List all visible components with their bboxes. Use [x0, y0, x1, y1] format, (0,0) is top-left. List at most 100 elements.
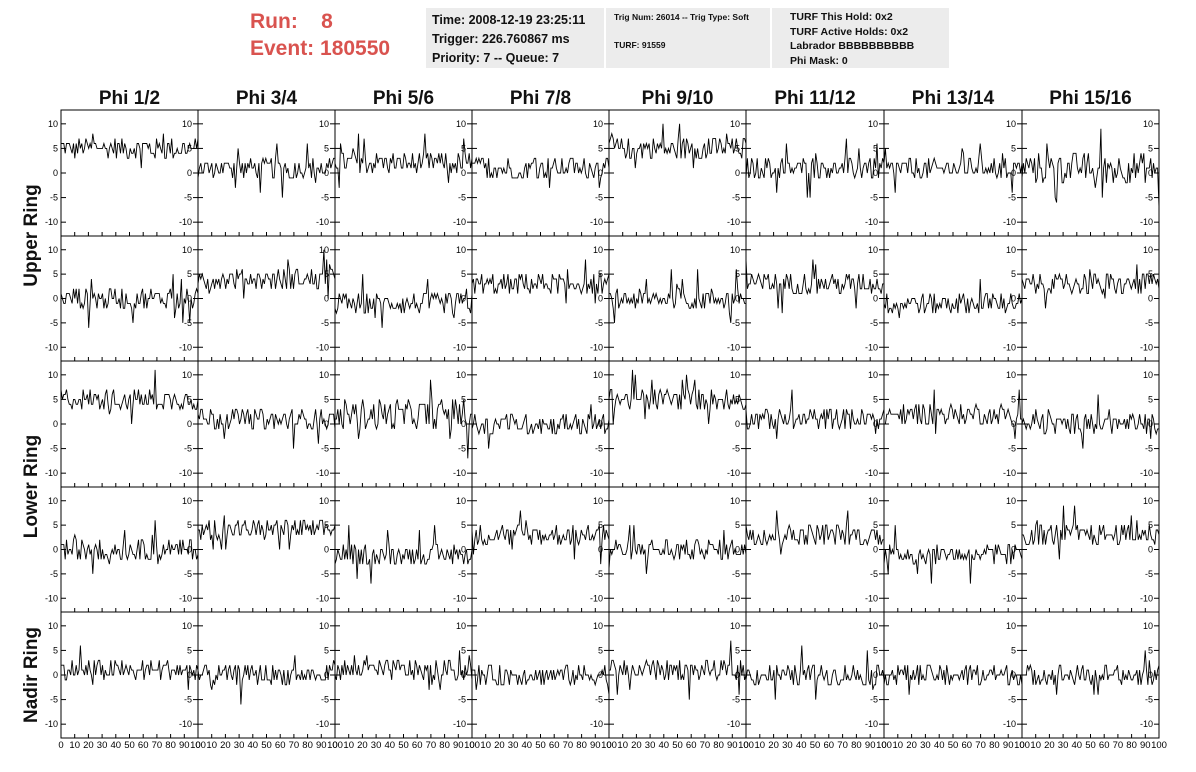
y-tick-label: -10: [865, 593, 878, 603]
y-tick-label: -5: [458, 569, 466, 579]
y-tick-label: -5: [595, 193, 603, 203]
y-tick-label: -10: [865, 217, 878, 227]
y-tick-label: 10: [730, 621, 740, 631]
waveform-trace: [334, 133, 473, 188]
y-tick-label: -5: [732, 193, 740, 203]
y-tick-label: 0: [873, 670, 878, 680]
y-tick-label: 10: [319, 621, 329, 631]
y-tick-label: 0: [598, 168, 603, 178]
waveform-trace: [883, 525, 1023, 584]
y-tick-label: -10: [316, 719, 329, 729]
y-tick-label: 10: [456, 370, 466, 380]
y-tick-label: 10: [1006, 245, 1016, 255]
y-tick-label: 10: [868, 496, 878, 506]
y-tick-label: 5: [187, 394, 192, 404]
y-tick-label: 0: [873, 294, 878, 304]
panel-frame: [608, 360, 747, 488]
x-tick-label: 90: [865, 740, 876, 751]
y-tick-label: -5: [50, 318, 58, 328]
y-tick-label: -5: [458, 318, 466, 328]
run-event-header: Run: 8 Event: 180550: [250, 8, 418, 62]
y-tick-label: -5: [732, 695, 740, 705]
y-tick-label: 5: [461, 269, 466, 279]
y-tick-label: 0: [735, 168, 740, 178]
waveform-trace: [334, 650, 473, 690]
x-tick-label: 50: [672, 740, 683, 751]
x-tick-label: 100: [464, 740, 480, 751]
y-tick-label: 5: [53, 394, 58, 404]
y-tick-label: 10: [456, 496, 466, 506]
y-tick-label: 5: [187, 269, 192, 279]
y-tick-label: -5: [50, 569, 58, 579]
y-tick-label: 0: [735, 670, 740, 680]
x-tick-label: 70: [700, 740, 711, 751]
waveform-trace: [1022, 650, 1160, 695]
waveform-trace: [334, 525, 473, 584]
y-tick-label: 5: [1011, 520, 1016, 530]
y-tick-label: 0: [187, 545, 192, 555]
y-tick-label: -10: [179, 342, 192, 352]
x-tick-label: 40: [1072, 740, 1083, 751]
y-tick-label: 0: [187, 168, 192, 178]
turf-hold-text: TURF This Hold: 0x2: [790, 11, 893, 23]
x-tick-label: 80: [713, 740, 724, 751]
y-tick-label: 10: [182, 245, 192, 255]
y-tick-label: 10: [48, 496, 58, 506]
y-tick-label: -5: [321, 569, 329, 579]
y-tick-label: -10: [865, 342, 878, 352]
x-tick-label: 60: [138, 740, 149, 751]
panel-frame: [1021, 486, 1160, 613]
y-tick-label: 10: [319, 245, 329, 255]
y-tick-label: 10: [182, 621, 192, 631]
y-tick-label: 5: [873, 269, 878, 279]
x-tick-label: 20: [357, 740, 368, 751]
x-tick-label: 80: [989, 740, 1000, 751]
waveform-trace: [472, 664, 610, 695]
y-tick-label: 10: [1006, 621, 1016, 631]
y-tick-label: 0: [53, 670, 58, 680]
x-tick-label: 50: [810, 740, 821, 751]
y-tick-label: 10: [593, 621, 603, 631]
x-tick-label: 60: [686, 740, 697, 751]
y-tick-label: -10: [865, 468, 878, 478]
x-tick-label: 90: [1140, 740, 1151, 751]
y-tick-label: -10: [179, 468, 192, 478]
panel-frame: [745, 486, 885, 613]
y-tick-label: 5: [461, 645, 466, 655]
waveform-trace: [197, 408, 336, 449]
y-tick-label: -10: [1003, 217, 1016, 227]
y-tick-label: 0: [324, 294, 329, 304]
x-tick-label: 40: [934, 740, 945, 751]
waveform-trace: [745, 389, 885, 439]
y-tick-label: 10: [1143, 370, 1153, 380]
y-tick-label: 10: [1143, 245, 1153, 255]
y-tick-label: -10: [453, 217, 466, 227]
y-tick-label: 5: [324, 394, 329, 404]
x-tick-label: 80: [1126, 740, 1137, 751]
y-tick-label: 5: [53, 520, 58, 530]
x-tick-label: 0: [881, 740, 886, 751]
waveform-trace: [745, 510, 884, 555]
x-tick-label: 60: [549, 740, 560, 751]
y-tick-label: -10: [453, 719, 466, 729]
y-tick-label: -10: [1003, 593, 1016, 603]
y-tick-label: -10: [727, 593, 740, 603]
y-tick-label: 0: [873, 419, 878, 429]
panel-frame: [608, 109, 747, 237]
x-tick-label: 70: [152, 740, 163, 751]
y-tick-label: -5: [1008, 318, 1016, 328]
y-tick-label: 5: [53, 645, 58, 655]
y-tick-label: 5: [1148, 394, 1153, 404]
waveform-trace: [608, 369, 747, 425]
y-tick-label: 10: [319, 370, 329, 380]
y-tick-label: 5: [1148, 143, 1153, 153]
y-tick-label: 10: [730, 245, 740, 255]
column-title: Phi 7/8: [510, 88, 571, 109]
phi-mask-text: Phi Mask: 0: [790, 54, 848, 67]
y-tick-label: 5: [324, 143, 329, 153]
y-tick-label: 0: [1148, 168, 1153, 178]
y-tick-label: 10: [48, 370, 58, 380]
y-tick-label: 10: [48, 119, 58, 129]
waveform-trace: [883, 664, 1023, 695]
